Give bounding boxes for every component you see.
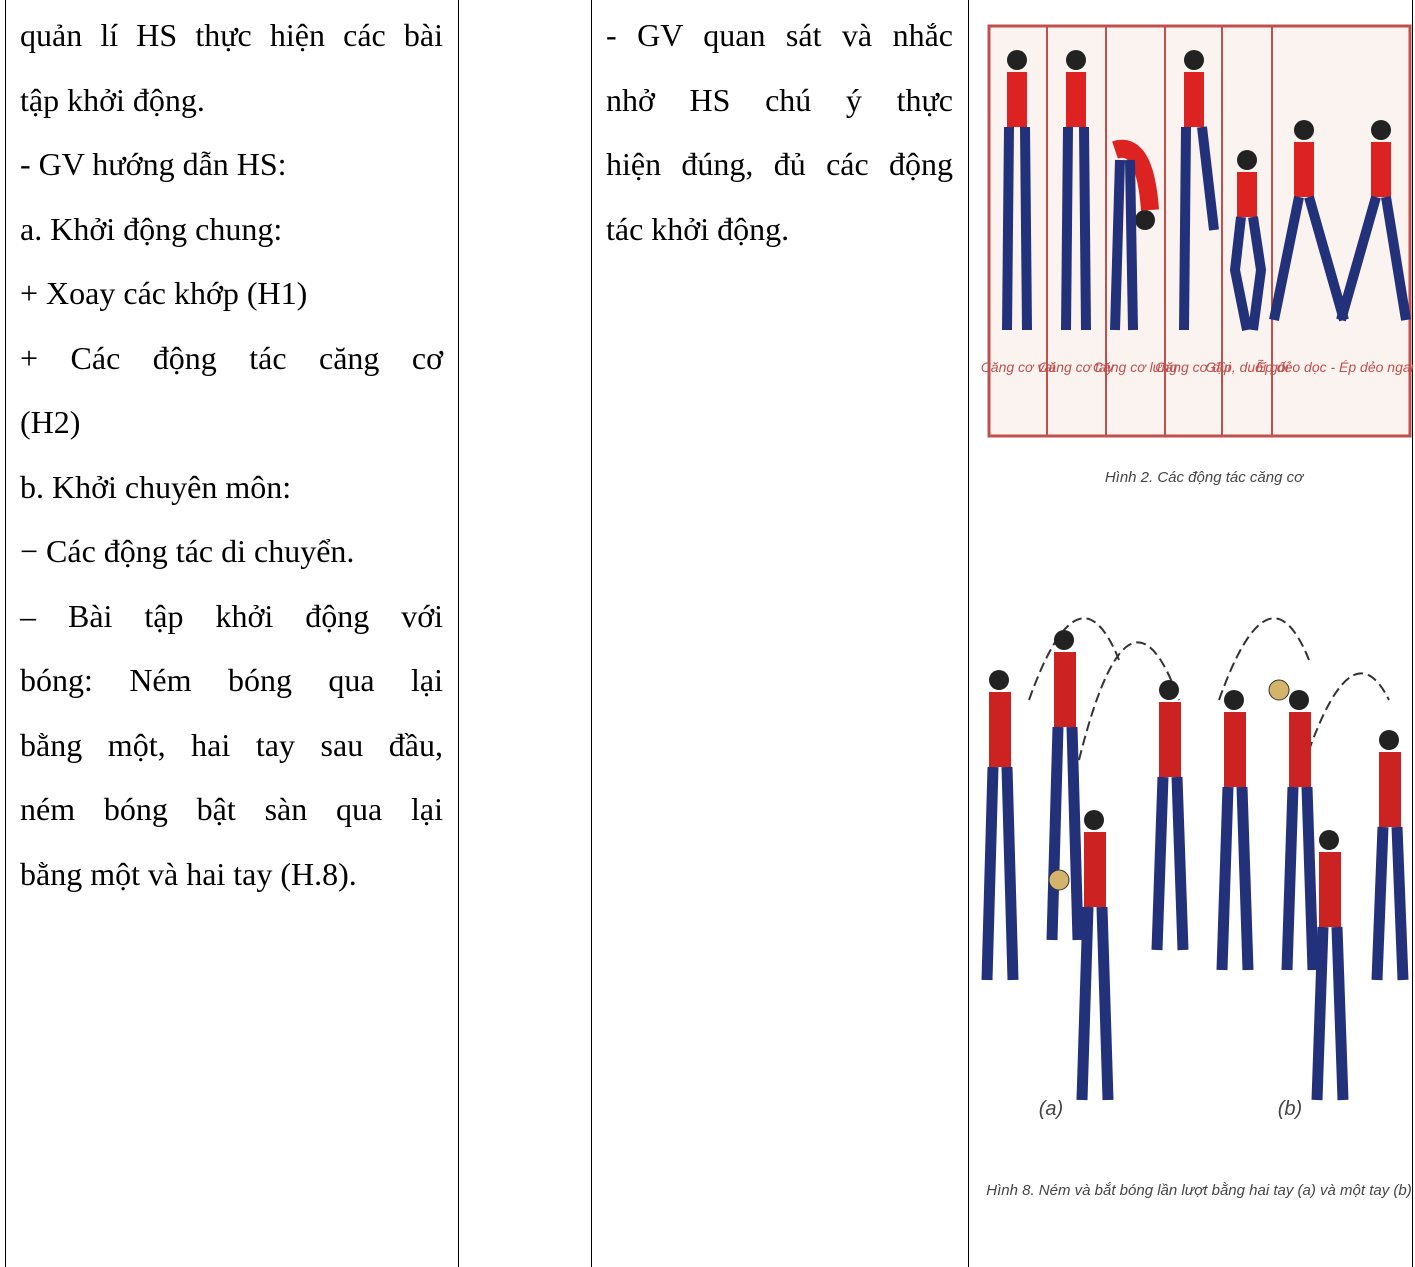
panel-label: Căng cơ vai xyxy=(981,359,1056,375)
text-line: + Các động tác căng cơ xyxy=(20,339,443,376)
text-line: tập khởi động. xyxy=(20,81,205,118)
figure-caption: Hình 8. Ném và bắt bóng lần lượt bằng ha… xyxy=(986,1182,1411,1199)
panel-label: (a) xyxy=(1039,1098,1063,1120)
text-line: bằng một và hai tay (H.8). xyxy=(20,855,357,892)
text-line: ném bóng bật sàn qua lại xyxy=(20,791,443,827)
text-line: a. Khởi động chung: xyxy=(20,210,283,247)
figure-caption: Hình 2. Các động tác căng cơ xyxy=(1105,469,1305,486)
figures: Căng cơ vai Căng cơ tay Căng cơ lưng Căn… xyxy=(981,24,1413,1199)
panel-dividers xyxy=(1046,26,1273,436)
panel-label: Gập, duỗi gối xyxy=(1205,359,1289,375)
text-line: + Xoay các khớp (H1) xyxy=(20,275,308,311)
panel-label: (b) xyxy=(1278,1098,1302,1120)
panel-label: Căng cơ tay xyxy=(1038,359,1114,375)
panel-label: Ép dẻo dọc - Ép dẻo ngang xyxy=(1256,359,1413,375)
figure-stretch: Căng cơ vai Căng cơ tay Căng cơ lưng Căn… xyxy=(981,24,1413,486)
table-border xyxy=(968,0,969,1267)
cell-text: quản lí HS thực hiện các bài tập khởi độ… xyxy=(20,3,443,906)
text-line: (H2) xyxy=(20,404,81,440)
panel-label: Căng cơ lưng xyxy=(1093,359,1177,375)
panel-label: Căng cơ đùi xyxy=(1155,359,1231,375)
text-line: - GV hướng dẫn HS: xyxy=(20,146,287,182)
ball-paths xyxy=(1028,617,1390,781)
figure-throw: (a) (b) Hình 8. Ném và bắt bóng lần lượt… xyxy=(981,617,1412,1199)
text-line: bóng: Ném bóng qua lại xyxy=(20,662,443,698)
table-border xyxy=(458,0,459,1267)
text-line: hiện đúng, đủ các động xyxy=(606,146,953,182)
text-line: bằng một, hai tay sau đầu, xyxy=(20,726,443,763)
table-border xyxy=(591,0,592,1267)
text-line: – Bài tập khởi động với xyxy=(20,597,443,634)
text-line: nhở HS chú ý thực xyxy=(606,81,953,118)
table-border xyxy=(1412,0,1413,1267)
text-line: tác khởi động. xyxy=(606,210,790,247)
text-line: b. Khởi chuyên môn: xyxy=(20,468,292,505)
people xyxy=(1002,50,1411,331)
table-border xyxy=(5,0,6,1267)
text-line: − Các động tác di chuyển. xyxy=(20,533,355,569)
text-line: quản lí HS thực hiện các bài xyxy=(20,17,443,53)
cell-text: - GV quan sát và nhắc nhở HS chú ý thực … xyxy=(606,3,953,261)
text-line: - GV quan sát và nhắc xyxy=(606,17,953,53)
people xyxy=(981,630,1409,1101)
